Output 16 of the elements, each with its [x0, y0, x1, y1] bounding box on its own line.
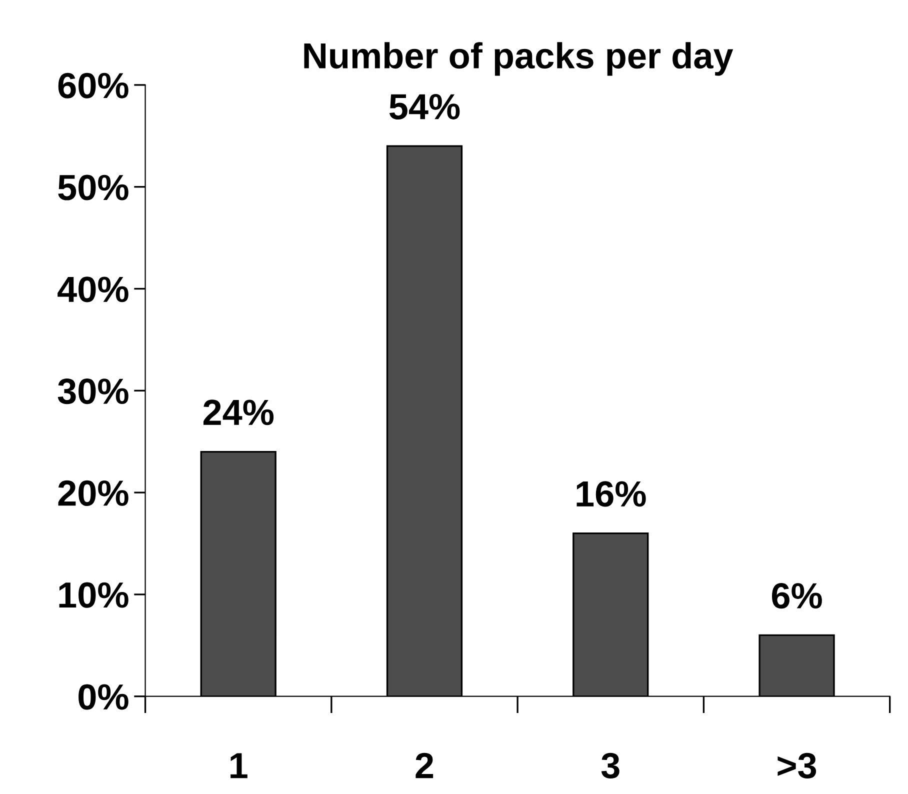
y-tick-label: 10% — [59, 582, 128, 608]
y-tick-label: 50% — [58, 174, 128, 200]
data-label: 6% — [772, 583, 822, 609]
x-tick-label: >3 — [778, 752, 816, 778]
chart-title: Number of packs per day — [304, 42, 734, 76]
y-tick-label: 30% — [58, 378, 128, 404]
x-tick-label: 2 — [416, 752, 434, 778]
y-tick-label: 40% — [58, 276, 128, 302]
x-tick-label: 3 — [601, 752, 620, 778]
x-tick-label: 1 — [230, 753, 248, 778]
y-tick-label: 60% — [58, 72, 128, 98]
data-label: 54% — [389, 94, 460, 120]
data-label: 24% — [203, 400, 274, 426]
data-label: 16% — [576, 481, 646, 507]
y-tick-label: 20% — [58, 480, 128, 506]
y-tick-label: 0% — [78, 684, 128, 710]
